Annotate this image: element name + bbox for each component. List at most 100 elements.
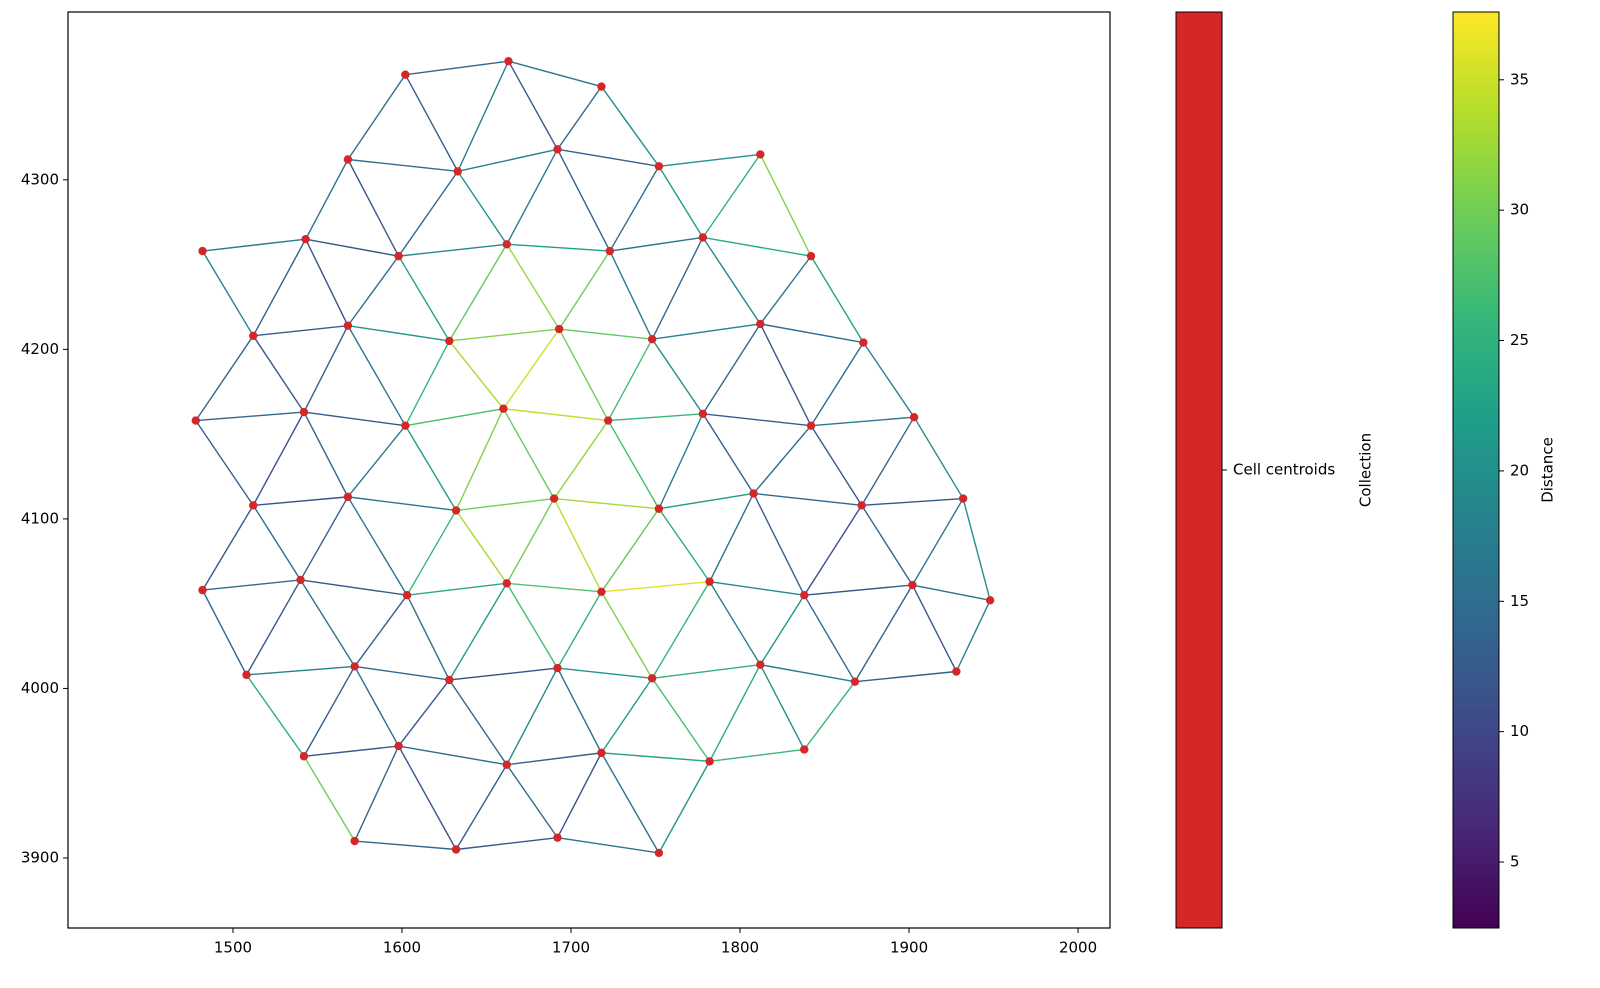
edge xyxy=(252,411,305,506)
colorbar-tick-label: 5 xyxy=(1510,853,1520,871)
edge xyxy=(347,255,400,327)
edge xyxy=(347,159,400,257)
edge xyxy=(752,493,805,596)
edge xyxy=(303,411,406,427)
edge xyxy=(651,237,704,340)
edge xyxy=(448,340,504,410)
edge xyxy=(502,408,555,499)
collection-label: Cell centroids xyxy=(1233,461,1335,479)
cell-centroid xyxy=(698,409,708,418)
cell-centroid xyxy=(800,591,809,600)
edge xyxy=(506,243,560,330)
edge xyxy=(600,508,660,593)
edge xyxy=(651,677,711,762)
edge xyxy=(303,745,399,757)
edge xyxy=(245,579,302,676)
cell-centroid xyxy=(909,412,919,422)
edge xyxy=(702,154,761,238)
edge xyxy=(759,255,812,325)
edge xyxy=(600,86,660,167)
cell-centroid xyxy=(605,246,615,256)
cell-centroid xyxy=(553,145,562,154)
cell-centroid xyxy=(952,667,961,676)
cell-centroid xyxy=(756,660,765,669)
cell-centroid xyxy=(350,662,359,671)
cell-centroid xyxy=(504,56,513,66)
edge xyxy=(803,681,856,750)
edge xyxy=(397,255,450,342)
cell-centroid xyxy=(296,575,305,585)
cell-centroid xyxy=(554,324,564,334)
edge xyxy=(554,497,659,510)
cell-centroid xyxy=(647,335,657,344)
edge xyxy=(347,325,406,427)
edge xyxy=(305,238,399,257)
edge xyxy=(658,413,704,510)
edge xyxy=(354,745,400,842)
edge xyxy=(252,335,305,413)
cell-centroid xyxy=(800,745,809,754)
edge xyxy=(398,745,507,766)
nodes xyxy=(191,56,995,858)
edge xyxy=(299,579,356,667)
x-tick-label: 1900 xyxy=(890,939,928,957)
edge xyxy=(658,492,754,510)
edge xyxy=(303,325,349,413)
cell-centroid xyxy=(451,506,461,515)
edge xyxy=(556,149,611,252)
cell-centroid xyxy=(343,155,353,164)
cell-centroid xyxy=(756,319,765,329)
y-tick-label: 4000 xyxy=(21,679,59,697)
edge xyxy=(202,579,301,591)
edge xyxy=(609,250,653,340)
edge xyxy=(404,74,459,172)
edge xyxy=(455,408,505,511)
collection-bar xyxy=(1175,11,1223,929)
cell-centroid xyxy=(299,407,309,417)
edge xyxy=(702,323,761,415)
edge xyxy=(449,667,558,681)
edge xyxy=(303,411,349,498)
edge xyxy=(810,255,865,343)
edge xyxy=(810,416,915,427)
cell-centroid xyxy=(597,587,606,597)
edge xyxy=(252,504,302,581)
colorbar-tick-label: 15 xyxy=(1510,592,1529,610)
edge xyxy=(455,497,555,512)
cell-centroid xyxy=(857,501,866,510)
cell-centroid xyxy=(350,836,359,846)
y-tick-label: 4100 xyxy=(21,509,59,527)
cell-centroid xyxy=(705,577,714,586)
edge xyxy=(556,591,603,669)
edge xyxy=(404,340,450,426)
edge xyxy=(862,342,915,418)
edge xyxy=(556,86,602,150)
edge xyxy=(506,582,602,593)
cell-centroid xyxy=(191,416,200,425)
edge xyxy=(556,752,603,838)
edge xyxy=(760,323,864,344)
edge xyxy=(506,498,555,584)
edge xyxy=(506,148,559,245)
edge xyxy=(457,170,508,245)
cell-centroid xyxy=(806,421,816,430)
edge xyxy=(398,679,450,747)
collection-title: Collection xyxy=(1357,433,1375,507)
y-tick-label: 4300 xyxy=(21,170,59,188)
edge xyxy=(760,664,856,683)
edge xyxy=(347,425,406,498)
edge xyxy=(708,493,755,582)
cell-centroid xyxy=(198,585,207,595)
edge xyxy=(299,496,349,581)
edge xyxy=(601,752,710,763)
edge xyxy=(252,238,307,337)
edge xyxy=(506,667,559,766)
edge xyxy=(195,335,254,421)
cell-centroid xyxy=(908,580,917,590)
cell-centroid xyxy=(553,663,562,673)
edge xyxy=(658,153,761,167)
cell-centroid xyxy=(597,748,606,758)
edge xyxy=(804,584,913,596)
edge xyxy=(955,599,991,672)
edge xyxy=(702,236,812,257)
